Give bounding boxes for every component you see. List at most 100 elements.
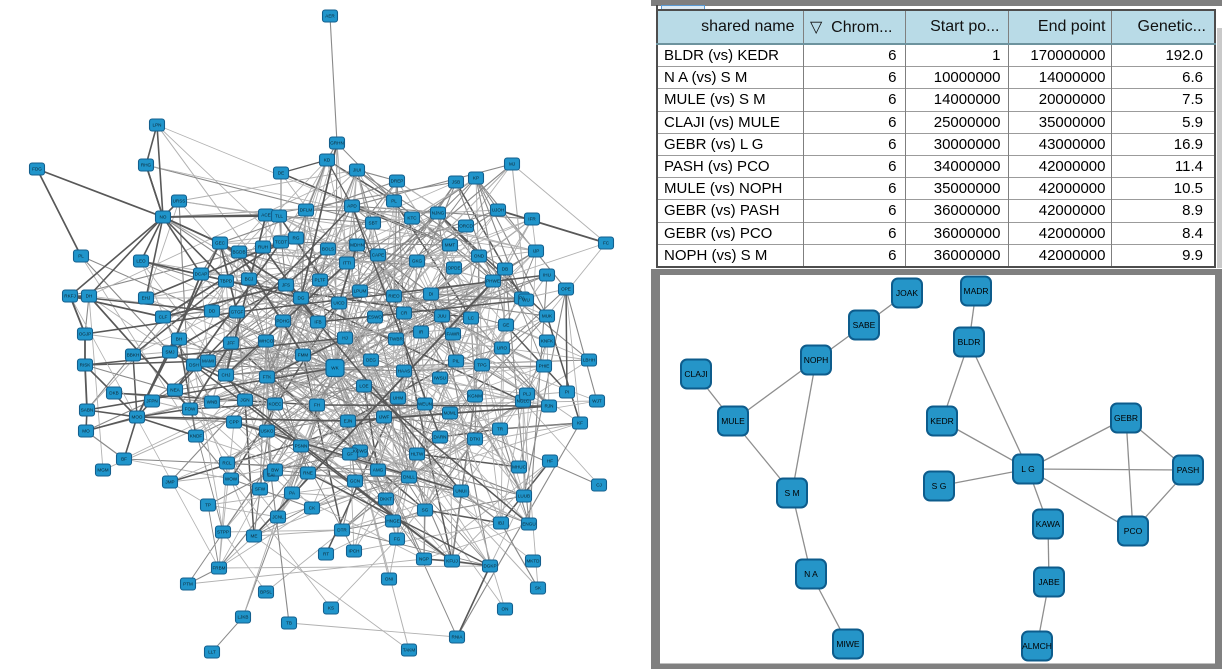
svg-text:SABE: SABE bbox=[853, 320, 876, 330]
svg-text:MIWE: MIWE bbox=[836, 639, 859, 649]
svg-text:LUUB: LUUB bbox=[518, 494, 530, 499]
svg-text:PHIE: PHIE bbox=[539, 364, 550, 369]
svg-text:AER: AER bbox=[325, 14, 335, 19]
svg-text:TP: TP bbox=[205, 503, 211, 508]
svg-text:TWBR: TWBR bbox=[389, 337, 403, 342]
svg-text:BPSL: BPSL bbox=[260, 590, 272, 595]
svg-text:HF: HF bbox=[547, 459, 553, 464]
svg-text:KCWG: KCWG bbox=[353, 449, 368, 454]
svg-text:NEA: NEA bbox=[170, 388, 180, 393]
svg-text:FG: FG bbox=[394, 537, 401, 542]
svg-text:GF: GF bbox=[347, 452, 354, 457]
svg-text:LPUM: LPUM bbox=[354, 289, 367, 294]
svg-text:WOW: WOW bbox=[225, 477, 238, 482]
svg-text:PSNN: PSNN bbox=[295, 444, 308, 449]
svg-text:JMP: JMP bbox=[165, 480, 174, 485]
svg-text:KNDF: KNDF bbox=[190, 434, 203, 439]
svg-text:URO: URO bbox=[497, 346, 508, 351]
svg-text:PLJ: PLJ bbox=[523, 392, 531, 397]
svg-text:PL: PL bbox=[391, 199, 397, 204]
svg-text:OGJP: OGJP bbox=[79, 332, 92, 337]
svg-text:EAI: EAI bbox=[267, 473, 274, 478]
svg-text:MKTD: MKTD bbox=[526, 559, 540, 564]
svg-text:LOE: LOE bbox=[359, 384, 368, 389]
svg-text:HJ: HJ bbox=[342, 336, 348, 341]
svg-text:MHUC: MHUC bbox=[512, 465, 526, 470]
svg-text:PA: PA bbox=[289, 491, 296, 496]
svg-text:CHJ: CHJ bbox=[222, 373, 231, 378]
svg-text:MULE: MULE bbox=[721, 416, 745, 426]
svg-text:TPG: TPG bbox=[477, 363, 487, 368]
svg-text:GE: GE bbox=[503, 323, 510, 328]
svg-text:DNLL: DNLL bbox=[403, 475, 415, 480]
svg-text:HAAS: HAAS bbox=[398, 369, 411, 374]
svg-text:OPE: OPE bbox=[561, 287, 571, 292]
svg-text:RG: RG bbox=[293, 236, 300, 241]
svg-text:LJKB: LJKB bbox=[238, 615, 249, 620]
svg-text:MJ: MJ bbox=[509, 162, 515, 167]
svg-text:CAPE: CAPE bbox=[372, 253, 385, 258]
svg-text:EJN: EJN bbox=[344, 419, 353, 424]
svg-text:JCNL: JCNL bbox=[272, 515, 284, 520]
svg-text:IJP: IJP bbox=[533, 249, 540, 254]
svg-text:JABE: JABE bbox=[1038, 577, 1060, 587]
svg-text:RNIA: RNIA bbox=[452, 635, 464, 640]
svg-text:BOLS: BOLS bbox=[322, 247, 334, 252]
svg-text:FAWR: FAWR bbox=[446, 332, 460, 337]
svg-text:PHWE: PHWE bbox=[486, 279, 500, 284]
svg-text:IHU: IHU bbox=[543, 273, 551, 278]
svg-text:DTKI: DTKI bbox=[470, 437, 480, 442]
svg-text:NGLC: NGLC bbox=[517, 399, 530, 404]
svg-text:MJML: MJML bbox=[444, 411, 457, 416]
svg-text:DH: DH bbox=[86, 294, 93, 299]
svg-text:MADR: MADR bbox=[963, 286, 988, 296]
svg-text:CJ: CJ bbox=[596, 483, 602, 488]
svg-text:APD: APD bbox=[347, 204, 357, 209]
svg-text:MUK: MUK bbox=[542, 314, 553, 319]
svg-text:LLT: LLT bbox=[208, 650, 216, 655]
svg-text:MGM: MGM bbox=[97, 468, 108, 473]
svg-text:IPCH: IPCH bbox=[349, 549, 360, 554]
svg-text:CLAJI: CLAJI bbox=[684, 369, 707, 379]
svg-text:JIUI: JIUI bbox=[353, 168, 361, 173]
svg-text:BCJ: BCJ bbox=[245, 277, 254, 282]
svg-text:JFF: JFF bbox=[227, 341, 235, 346]
svg-text:RUH: RUH bbox=[258, 245, 268, 250]
svg-text:PCO: PCO bbox=[1124, 526, 1143, 536]
svg-text:MO: MO bbox=[82, 429, 90, 434]
svg-text:PTM: PTM bbox=[183, 582, 193, 587]
svg-text:WNB: WNB bbox=[207, 400, 218, 405]
svg-text:RNE: RNE bbox=[303, 471, 313, 476]
svg-text:DEG: DEG bbox=[366, 358, 376, 363]
svg-text:FC: FC bbox=[603, 241, 610, 246]
svg-text:NO: NO bbox=[160, 215, 167, 220]
svg-text:DKB: DKB bbox=[109, 391, 118, 396]
svg-text:RISK: RISK bbox=[80, 363, 92, 368]
svg-text:LPN: LPN bbox=[153, 123, 162, 128]
svg-text:S M: S M bbox=[784, 488, 799, 498]
svg-text:TAKM: TAKM bbox=[403, 648, 416, 653]
svg-text:BLDR: BLDR bbox=[958, 337, 981, 347]
svg-text:NGP: NGP bbox=[419, 557, 429, 562]
svg-text:KS: KS bbox=[328, 606, 334, 611]
svg-text:DCAP: DCAP bbox=[195, 272, 208, 277]
svg-text:KEDR: KEDR bbox=[930, 416, 954, 426]
svg-text:UJOH: UJOH bbox=[492, 208, 505, 213]
svg-text:CR: CR bbox=[401, 311, 408, 316]
svg-text:ME: ME bbox=[251, 534, 258, 539]
svg-text:DD: DD bbox=[209, 309, 216, 314]
svg-text:KD: KD bbox=[324, 158, 331, 163]
svg-text:IR: IR bbox=[419, 330, 424, 335]
svg-text:TR: TR bbox=[497, 427, 504, 432]
svg-text:PLTF: PLTF bbox=[315, 278, 326, 283]
svg-text:ORCD: ORCD bbox=[459, 224, 473, 229]
svg-text:LC: LC bbox=[468, 316, 475, 321]
svg-text:BBKH: BBKH bbox=[127, 353, 140, 358]
svg-text:ACE: ACE bbox=[261, 213, 270, 218]
svg-text:IJWF: IJWF bbox=[379, 415, 390, 420]
svg-text:OPDE: OPDE bbox=[447, 266, 460, 271]
svg-text:UHM: UHM bbox=[393, 396, 404, 401]
svg-text:DTR: DTR bbox=[337, 528, 347, 533]
svg-text:FOW: FOW bbox=[185, 407, 196, 412]
svg-text:ONI: ONI bbox=[385, 577, 393, 582]
